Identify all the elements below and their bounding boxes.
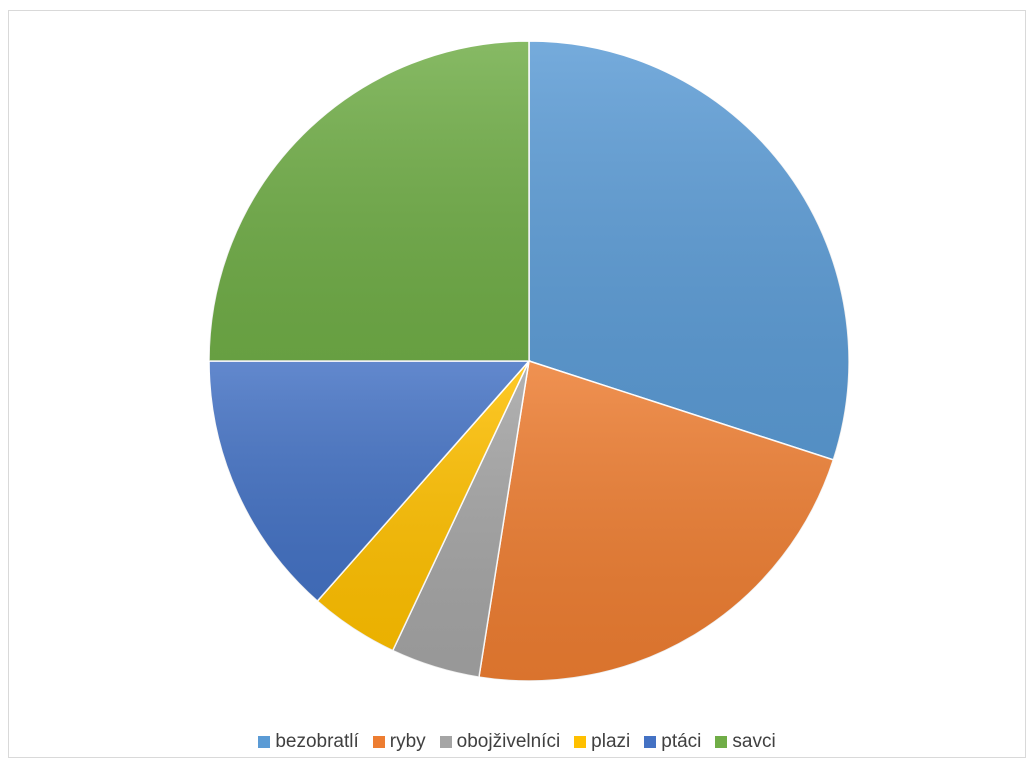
legend-item: ptáci: [644, 731, 701, 753]
legend-swatch: [715, 736, 728, 748]
legend-swatch: [644, 736, 657, 748]
legend-item: bezobratlí: [258, 731, 359, 753]
chart-legend: bezobratlí ryby obojživelníci plazi ptáci sav…: [9, 729, 1025, 755]
pie-chart: [208, 40, 850, 682]
legend-label: plazi: [591, 731, 631, 752]
pie-slice-shade-4: [209, 361, 529, 602]
pie-slice-shade-3: [317, 361, 529, 651]
legend-item: ryby: [372, 731, 426, 753]
pie-slice-shade-2: [392, 361, 529, 678]
legend-swatch: [439, 736, 452, 748]
legend-item: obojživelníci: [439, 731, 561, 753]
legend-label: bezobratlí: [275, 731, 359, 752]
legend-swatch: [574, 736, 587, 748]
legend-label: savci: [732, 731, 776, 752]
pie-slice-shade-1: [478, 361, 834, 681]
legend-label: ptáci: [661, 731, 702, 752]
legend-label: obojživelníci: [456, 731, 561, 752]
legend-label: ryby: [389, 731, 426, 752]
legend-swatch: [372, 736, 385, 748]
chart-area: bezobratlí ryby obojživelníci plazi ptáci sav…: [8, 10, 1026, 758]
pie-slice-shade-0: [529, 41, 849, 460]
legend-item: plazi: [574, 731, 630, 753]
legend-item: savci: [715, 731, 776, 753]
legend-swatch: [258, 736, 271, 748]
pie-slice-shade-5: [209, 41, 529, 361]
